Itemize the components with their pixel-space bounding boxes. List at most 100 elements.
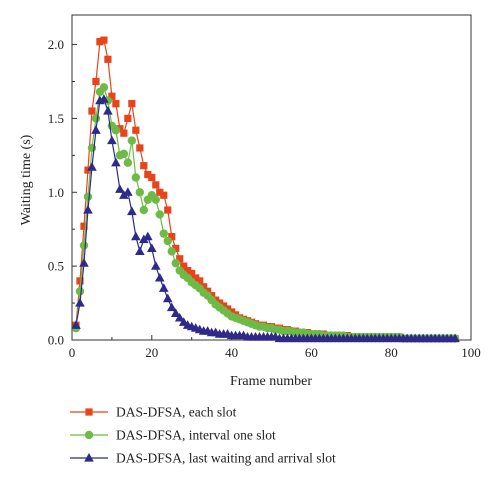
series-1-point bbox=[200, 283, 208, 291]
series-2-point bbox=[79, 241, 89, 250]
series-3-point bbox=[87, 162, 97, 171]
series-1-point bbox=[188, 269, 196, 278]
series-3 bbox=[71, 94, 460, 343]
series-2-point bbox=[91, 114, 101, 123]
series-1-point bbox=[116, 125, 124, 133]
series-3-point bbox=[111, 157, 121, 167]
series-1-point bbox=[176, 255, 184, 263]
series-1-point bbox=[104, 55, 112, 63]
series-1-point bbox=[184, 266, 192, 275]
series-1-point bbox=[228, 308, 236, 316]
legend-swatch-marker bbox=[85, 408, 93, 416]
series-1-point bbox=[80, 222, 88, 230]
series-3-point bbox=[123, 187, 133, 196]
series-1-point bbox=[120, 129, 128, 137]
x-tick-label: 20 bbox=[145, 345, 158, 360]
x-tick-label: 40 bbox=[225, 345, 238, 360]
series-3-point bbox=[71, 320, 81, 329]
series-1-point bbox=[92, 77, 100, 86]
series-3-point bbox=[131, 231, 141, 241]
series-1-point bbox=[76, 277, 84, 285]
series-2-point bbox=[131, 173, 141, 182]
series-3-point bbox=[83, 205, 93, 214]
series-2-point bbox=[75, 287, 85, 296]
series-1-point bbox=[172, 244, 180, 253]
series-2-point bbox=[155, 210, 164, 219]
legend-item-3: DAS-DFSA, last waiting and arrival slot bbox=[70, 451, 336, 466]
series-3-point bbox=[450, 333, 460, 343]
series-1-point bbox=[152, 181, 160, 189]
legend: DAS-DFSA, each slot DAS-DFSA, interval on… bbox=[70, 405, 336, 466]
x-tick-label: 60 bbox=[305, 345, 318, 360]
series-1-point bbox=[132, 126, 140, 134]
series-1-point bbox=[192, 274, 200, 282]
series-1-point bbox=[148, 173, 156, 182]
series-1-point bbox=[224, 305, 232, 313]
x-axis-title: Frame number bbox=[230, 374, 312, 389]
y-tick-label: 1.5 bbox=[48, 111, 64, 126]
series-2-point bbox=[83, 192, 93, 201]
y-tick-label: 2.0 bbox=[48, 37, 64, 52]
series-1-point bbox=[164, 206, 172, 214]
series-layer bbox=[71, 36, 460, 343]
series-2-point bbox=[171, 258, 180, 268]
series-2-point bbox=[135, 188, 145, 197]
series-2-point bbox=[151, 195, 160, 204]
y-tick-label: 0.0 bbox=[48, 333, 64, 348]
series-3-point bbox=[75, 298, 85, 307]
x-tick-label: 80 bbox=[385, 345, 398, 360]
series-1-point bbox=[128, 100, 136, 108]
series-1-point bbox=[156, 188, 164, 196]
series-1-point bbox=[196, 277, 204, 285]
legend-label: DAS-DFSA, last waiting and arrival slot bbox=[116, 451, 336, 466]
series-3-point bbox=[147, 243, 157, 253]
series-2-point bbox=[163, 236, 172, 246]
series-3-point bbox=[135, 246, 145, 255]
series-2-point bbox=[127, 136, 137, 145]
series-2-point bbox=[99, 83, 109, 92]
series-1-point bbox=[96, 37, 104, 46]
series-2-point bbox=[167, 247, 176, 256]
series-1-point bbox=[180, 262, 188, 270]
series-3-point bbox=[99, 94, 109, 103]
series-3-point bbox=[103, 106, 113, 115]
legend-swatch-marker bbox=[84, 453, 94, 462]
series-3-point bbox=[150, 261, 161, 270]
series-3-point bbox=[158, 283, 169, 292]
series-1-point bbox=[136, 144, 144, 152]
legend-swatch-marker bbox=[84, 430, 94, 440]
series-3-point bbox=[170, 308, 181, 318]
series-1-point bbox=[124, 114, 132, 123]
x-tick-label: 100 bbox=[461, 345, 481, 360]
series-1-point bbox=[108, 92, 116, 100]
series-1-point bbox=[168, 232, 176, 241]
series-1-point bbox=[160, 191, 168, 199]
series-2-point bbox=[159, 229, 168, 238]
series-3-point bbox=[127, 206, 137, 216]
series-1-point bbox=[100, 36, 108, 44]
y-tick-label: 1.0 bbox=[48, 185, 64, 200]
series-1-point bbox=[88, 107, 96, 115]
series-1-point bbox=[112, 100, 120, 108]
legend-item-2: DAS-DFSA, interval one slot bbox=[70, 428, 276, 443]
series-3-point bbox=[91, 125, 101, 134]
series-3-point bbox=[154, 272, 165, 282]
series-3-point bbox=[115, 184, 125, 193]
series-1-point bbox=[140, 162, 148, 170]
y-tick-label: 0.5 bbox=[48, 259, 64, 274]
y-axis-title: Waiting time (s) bbox=[19, 134, 34, 225]
series-2-point bbox=[119, 149, 129, 159]
legend-label: DAS-DFSA, each slot bbox=[116, 405, 237, 420]
legend-item-1: DAS-DFSA, each slot bbox=[70, 405, 237, 420]
series-1-point bbox=[204, 287, 212, 295]
series-1-point bbox=[216, 299, 224, 307]
series-3-point bbox=[143, 231, 153, 241]
legend-label: DAS-DFSA, interval one slot bbox=[116, 428, 276, 443]
x-tick-label: 0 bbox=[69, 345, 76, 360]
series-1-point bbox=[220, 302, 228, 310]
series-2-point bbox=[111, 126, 121, 135]
axes: 0 20 40 60 80 100 0.0 0.5 1.0 1.5 2.0 bbox=[48, 37, 481, 360]
series-3-point bbox=[162, 293, 173, 303]
